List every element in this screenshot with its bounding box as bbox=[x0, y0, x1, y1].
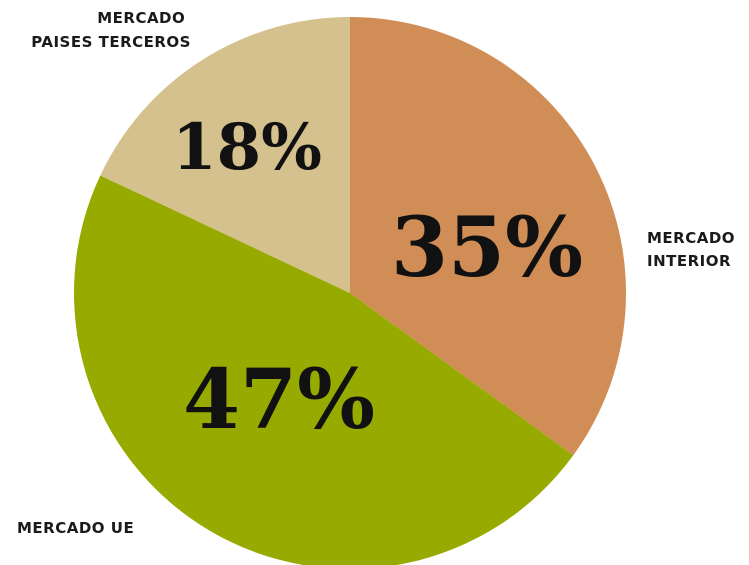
pie-slices bbox=[74, 17, 627, 565]
category-label-interior-line1: MERCADO bbox=[647, 229, 735, 247]
slice-value-label-paises-terceros: 18% bbox=[172, 110, 322, 185]
slice-value-label-interior: 35% bbox=[391, 200, 583, 296]
category-label-interior-line2: INTERIOR bbox=[647, 252, 731, 270]
category-label-paises-terceros-line2: PAISES TERCEROS bbox=[31, 33, 191, 51]
category-label-paises-terceros-line1: MERCADO bbox=[97, 9, 185, 27]
slice-value-label-ue: 47% bbox=[183, 352, 375, 448]
category-label-ue: MERCADO UE bbox=[17, 519, 134, 537]
category-label-interior: MERCADO INTERIOR bbox=[647, 229, 741, 270]
slice-mercado-paises-terceros bbox=[100, 17, 351, 293]
slice-mercado-interior bbox=[350, 17, 627, 456]
category-label-ue-line1: MERCADO UE bbox=[17, 519, 134, 537]
slice-mercado-ue bbox=[74, 175, 574, 565]
category-label-paises-terceros: MERCADO PAISES TERCEROS bbox=[31, 9, 191, 51]
